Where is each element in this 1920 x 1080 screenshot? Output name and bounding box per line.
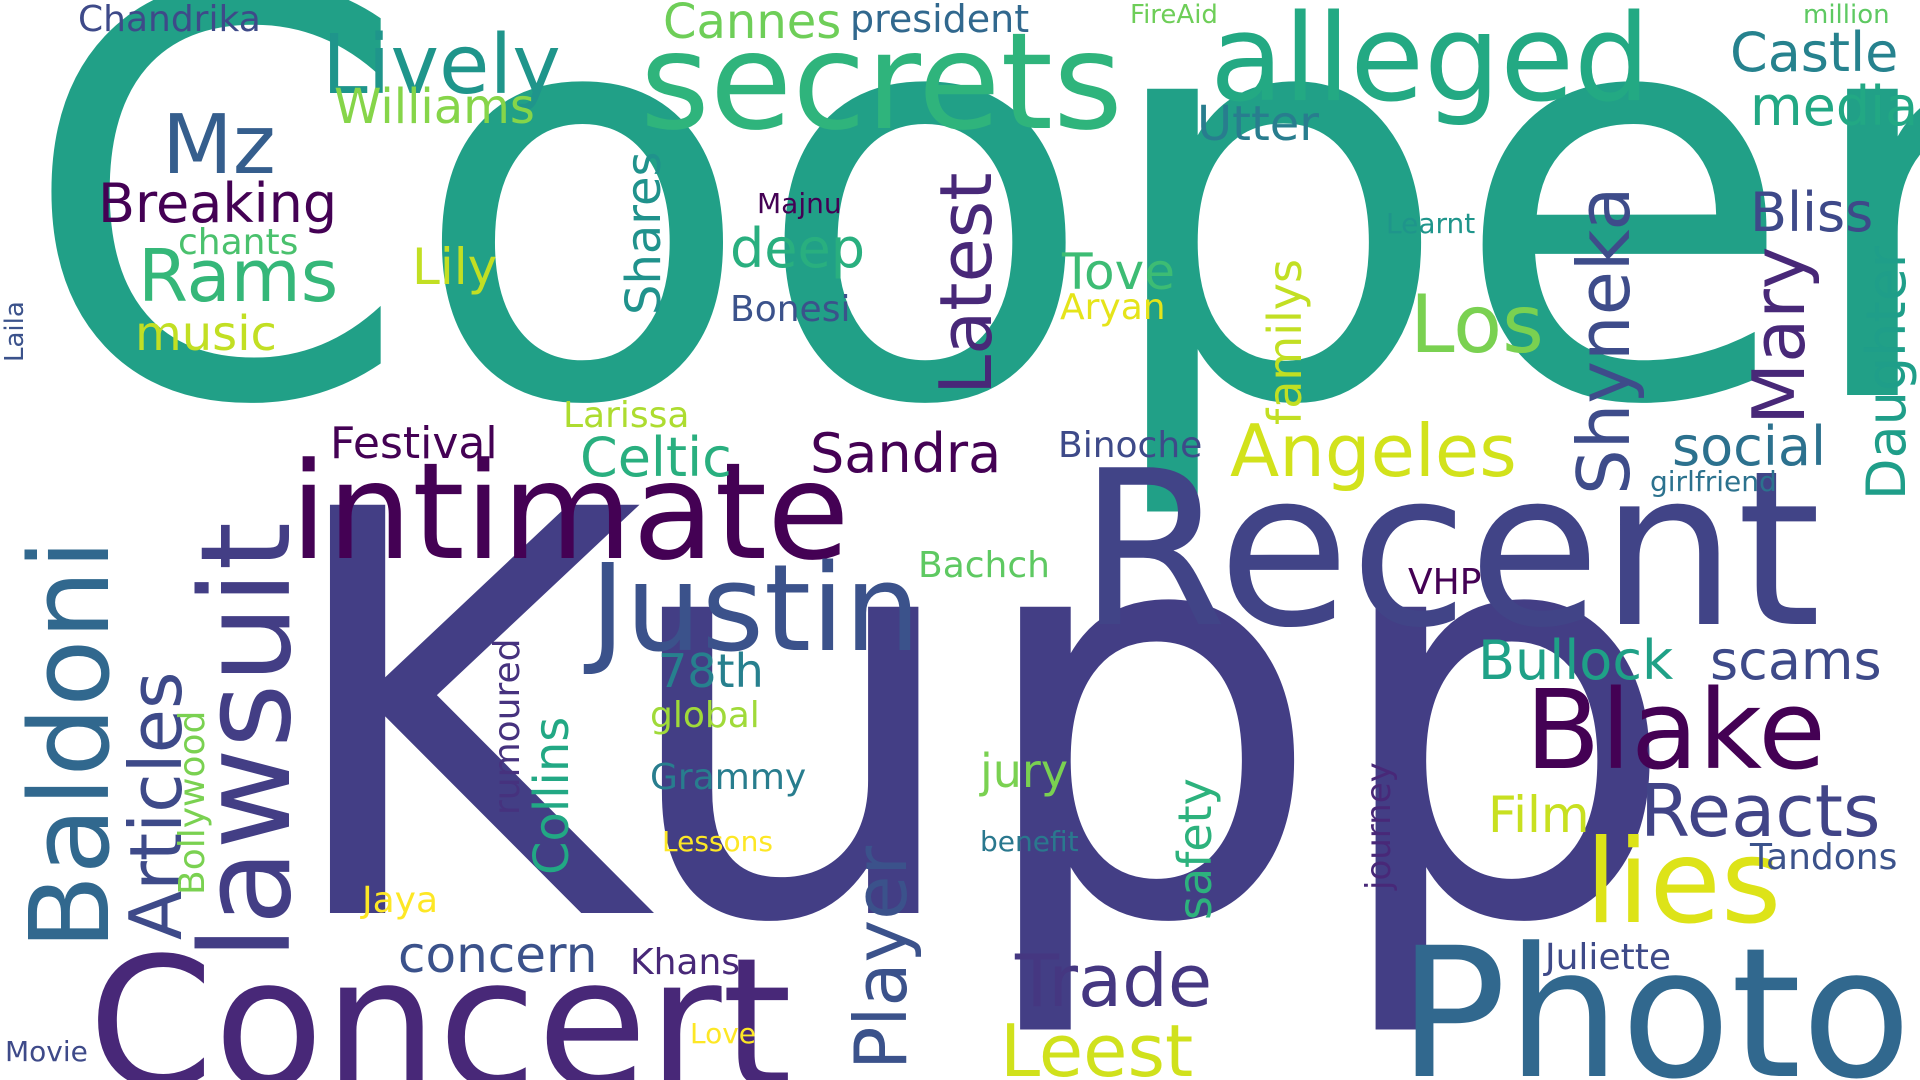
word-love: Love — [690, 1017, 757, 1050]
word-angeles: Angeles — [1230, 409, 1517, 493]
word-secrets: secrets — [640, 4, 1123, 160]
word-journey: journey — [1359, 762, 1399, 890]
word-baldoni: Baldoni — [6, 539, 134, 950]
word-president: president — [850, 0, 1030, 41]
word-global: global — [650, 695, 760, 736]
word-girlfriend: girlfriend — [1650, 465, 1777, 498]
word-benefit: benefit — [980, 825, 1079, 858]
word-binoche: Binoche — [1058, 425, 1203, 466]
word-trade: Trade — [1015, 939, 1213, 1023]
word-collins: Collins — [524, 716, 580, 875]
word-larissa: Larissa — [563, 395, 690, 436]
word-bliss: Bliss — [1750, 181, 1874, 244]
word-tove: Tove — [1062, 243, 1175, 301]
word-kupp: Kupp — [275, 394, 1681, 1046]
word-concern: concern — [398, 926, 598, 984]
word-justin: Justin — [590, 540, 921, 679]
word-familys: familys — [1258, 259, 1312, 425]
word-player: Player — [839, 845, 923, 1070]
word-lively: Lively — [322, 18, 561, 113]
word-majnu: Majnu — [757, 187, 842, 220]
word-media: media — [1750, 75, 1919, 138]
word-mz: Mz — [162, 98, 276, 193]
word-chants: chants — [178, 222, 299, 263]
word-utter: Utter — [1197, 96, 1320, 152]
word-vhp: VHP — [1408, 562, 1482, 603]
word-lily: Lily — [412, 238, 498, 296]
word-music: music — [135, 306, 277, 362]
word-breaking: Breaking — [98, 172, 338, 235]
word-festival: Festival — [330, 418, 498, 469]
word-bonesi: Bonesi — [730, 289, 851, 330]
word-latest: Latest — [924, 172, 1008, 395]
word-rumoured: rumoured — [487, 638, 528, 815]
word-scams: scams — [1710, 629, 1882, 692]
word-bullock: Bullock — [1478, 629, 1674, 692]
word-million: million — [1803, 0, 1890, 30]
word-aryan: Aryan — [1060, 287, 1166, 328]
word-fireaid: FireAid — [1130, 0, 1218, 30]
word-photo: Photo — [1398, 910, 1912, 1080]
word-cannes: Cannes — [663, 0, 842, 50]
word-laila: Laila — [0, 301, 30, 362]
word-alleged: alleged — [1210, 0, 1651, 129]
word-castle: Castle — [1730, 21, 1899, 84]
word-cooper: Cooper — [20, 0, 1920, 528]
word-intimate: intimate — [290, 434, 850, 590]
word-lessons: Lessons — [662, 825, 773, 858]
word-rams: Rams — [138, 234, 339, 318]
word-lies: lies — [1585, 815, 1782, 950]
word-bollywood: Bollywood — [172, 710, 213, 895]
word-los: Los — [1410, 278, 1544, 371]
word-reacts: Reacts — [1640, 769, 1881, 853]
word-film: Film — [1488, 786, 1590, 844]
word-78th: 78th — [658, 644, 764, 698]
word-recent: Recent — [1078, 424, 1822, 675]
word-sandra: Sandra — [810, 422, 1002, 485]
word-williams: Williams — [334, 79, 535, 135]
word-daughter: Daughter — [1855, 246, 1918, 500]
word-chandrika: Chandrika — [78, 0, 261, 40]
word-safety: safety — [1168, 778, 1222, 920]
word-blake: Blake — [1525, 666, 1826, 794]
word-khans: Khans — [630, 942, 741, 983]
word-juliette: Juliette — [1545, 937, 1671, 978]
word-concert: Concert — [88, 920, 793, 1080]
word-bachch: Bachch — [918, 545, 1050, 586]
word-jury: jury — [980, 744, 1069, 798]
word-deep: deep — [730, 217, 865, 280]
word-celtic: Celtic — [580, 426, 732, 489]
word-jaya: Jaya — [362, 880, 439, 921]
word-social: social — [1672, 415, 1826, 478]
word-shares: Shares — [616, 151, 672, 315]
word-leest: Leest — [1000, 1009, 1194, 1080]
word-mary: Mary — [1737, 246, 1821, 425]
word-grammy: Grammy — [650, 757, 807, 798]
word-learnt: Learnt — [1386, 207, 1476, 240]
word-movie: Movie — [5, 1035, 88, 1068]
word-tandons: Tandons — [1750, 837, 1898, 878]
word-shyneka: Shyneka — [1562, 186, 1646, 495]
